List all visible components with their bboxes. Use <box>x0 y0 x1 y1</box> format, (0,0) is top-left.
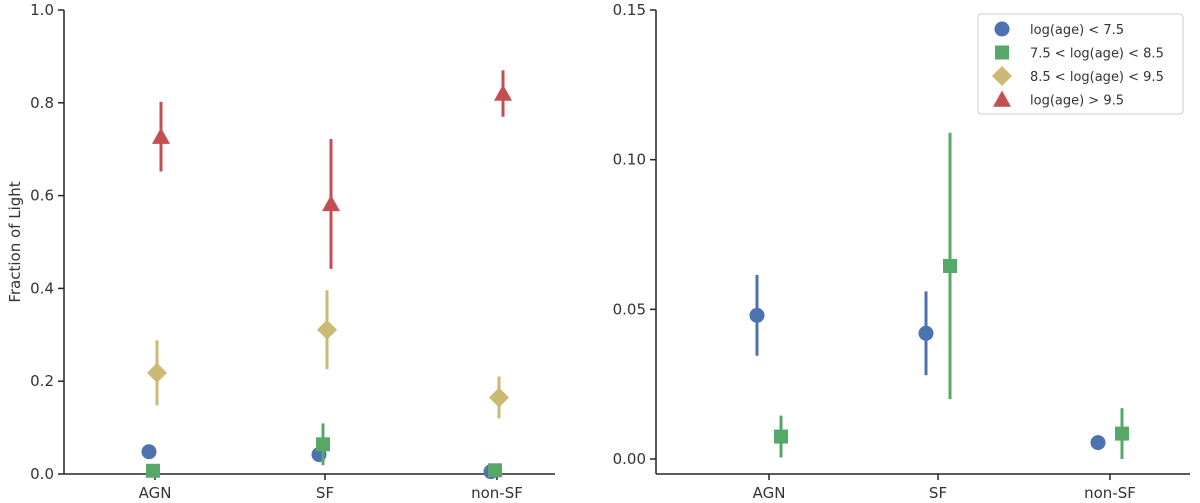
legend-marker-diamond <box>992 66 1012 86</box>
legend-marker-square <box>995 45 1009 60</box>
series-square <box>146 423 502 478</box>
y-tick-label: 0.2 <box>30 372 54 390</box>
data-point-diamond <box>317 319 337 340</box>
data-point-square <box>774 429 788 444</box>
legend-label: 8.5 < log(age) < 9.5 <box>1030 70 1164 85</box>
data-point-square <box>488 463 502 478</box>
y-tick-label: 0.15 <box>613 1 646 19</box>
series-diamond <box>147 290 509 419</box>
y-tick-label: 0.0 <box>30 465 54 483</box>
y-tick-label: 0.8 <box>30 94 54 112</box>
data-point-triangle <box>152 127 170 144</box>
y-tick-label: 0.00 <box>613 450 646 468</box>
legend-box <box>977 13 1184 115</box>
legend-label: 7.5 < log(age) < 8.5 <box>1030 47 1164 62</box>
y-tick-label: 0.10 <box>613 151 646 169</box>
data-point-circle <box>141 444 157 460</box>
y-tick-label: 0.05 <box>613 300 646 318</box>
series-triangle <box>152 70 512 269</box>
data-point-circle <box>1090 435 1106 451</box>
series-square <box>774 132 1129 460</box>
data-point-triangle <box>322 194 340 212</box>
legend-label: log(age) > 9.5 <box>1030 94 1124 109</box>
data-point-square <box>146 463 160 478</box>
data-point-triangle <box>494 84 512 101</box>
y-tick-label: 0.4 <box>30 279 54 297</box>
legend-marker-triangle <box>993 90 1011 107</box>
x-tick-label: SF <box>929 484 947 502</box>
y-axis-label: Fraction of Light <box>6 181 24 302</box>
data-point-diamond <box>489 387 509 408</box>
legend-label: log(age) < 7.5 <box>1030 23 1124 38</box>
data-point-square <box>316 437 330 452</box>
data-point-square <box>1115 426 1129 441</box>
y-tick-label: 0.6 <box>30 187 54 205</box>
legend-marker-circle <box>994 21 1010 37</box>
data-point-circle <box>749 307 765 323</box>
right-panel: 0.00 0.05 0.10 0.15 AGN SF non-SF log(age) < 7.… <box>613 1 1190 502</box>
x-tick-label: non-SF <box>471 484 523 502</box>
data-point-diamond <box>147 362 167 383</box>
legend: log(age) < 7.5 7.5 < log(age) < 8.5 8.5 < … <box>977 13 1184 115</box>
x-tick-label: non-SF <box>1084 484 1136 502</box>
data-point-square <box>943 258 957 273</box>
series-circle <box>749 274 1106 451</box>
data-point-circle <box>918 325 934 341</box>
left-panel: 0.0 0.2 0.4 0.6 0.8 1.0 AGN SF non-SF Fraction of… <box>6 1 555 502</box>
x-tick-label: SF <box>316 484 334 502</box>
x-tick-label: AGN <box>139 484 172 502</box>
x-tick-label: AGN <box>753 484 786 502</box>
y-tick-label: 1.0 <box>30 1 54 19</box>
